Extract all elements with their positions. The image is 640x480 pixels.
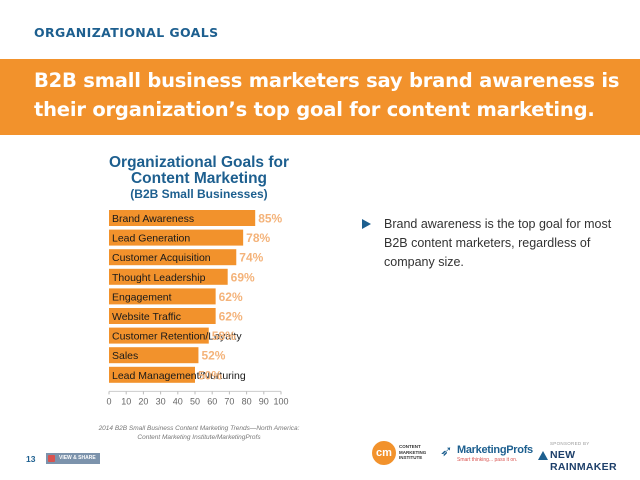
new-rainmaker-logo: SPONSORED BY NEW RAINMAKER <box>534 441 634 473</box>
section-label: ORGANIZATIONAL GOALS <box>34 25 219 40</box>
value-label: 52% <box>201 349 225 363</box>
x-tick-label: 0 <box>106 396 111 406</box>
bullet-arrow-icon <box>362 219 371 229</box>
chart-subtitle: (B2B Small Businesses) <box>130 187 268 201</box>
x-tick-label: 90 <box>259 396 269 406</box>
value-label: 58% <box>212 329 236 343</box>
x-tick-label: 30 <box>156 396 166 406</box>
headline-banner: B2B small business marketers say brand a… <box>0 59 640 135</box>
value-label: 62% <box>219 310 243 324</box>
chart-source: 2014 B2B Small Business Content Marketin… <box>98 425 300 441</box>
x-tick-label: 60 <box>207 396 217 406</box>
x-tick-label: 50 <box>190 396 200 406</box>
bullet-text: Brand awareness is the top goal for most… <box>384 217 612 269</box>
bar <box>109 249 237 266</box>
category-label: Website Traffic <box>112 311 181 323</box>
share-icon <box>48 455 55 462</box>
cmi-logo: cm CONTENT MARKETING INSTITUTE <box>372 441 432 467</box>
value-label: 78% <box>246 231 270 245</box>
bar <box>109 366 195 383</box>
category-label: Customer Retention/Loyalty <box>112 331 242 343</box>
bar <box>109 288 216 305</box>
value-label: 62% <box>219 290 243 304</box>
category-label: Brand Awareness <box>112 213 194 225</box>
view-share-label: VIEW & SHARE <box>59 455 96 461</box>
value-label: 50% <box>198 368 222 382</box>
x-tick-label: 40 <box>173 396 183 406</box>
sponsor-label: SPONSORED BY <box>550 441 590 446</box>
cmi-logo-text: CONTENT MARKETING INSTITUTE <box>399 444 427 460</box>
bar <box>109 327 209 344</box>
x-tick-label: 10 <box>121 396 131 406</box>
x-tick-label: 70 <box>224 396 234 406</box>
marketingprofs-bird-icon: ➶ <box>440 443 453 460</box>
bar <box>109 308 216 324</box>
value-label: 69% <box>231 270 255 284</box>
headline: B2B small business marketers say brand a… <box>34 69 620 121</box>
value-label: 85% <box>258 212 282 226</box>
marketingprofs-name: MarketingProfs <box>457 444 533 456</box>
category-label: Sales <box>112 350 138 362</box>
category-label: Engagement <box>112 291 172 303</box>
sponsor-name: NEW RAINMAKER <box>550 449 617 473</box>
x-tick-label: 100 <box>273 396 288 406</box>
bar <box>109 268 228 285</box>
x-tick-label: 20 <box>138 396 148 406</box>
value-label: 74% <box>239 251 263 265</box>
bar <box>109 347 199 364</box>
page-number: 13 <box>26 454 36 464</box>
bar <box>109 229 244 246</box>
category-label: Lead Generation <box>112 233 190 245</box>
category-label: Lead Management/Nurturing <box>112 370 246 382</box>
category-label: Customer Acquisition <box>112 252 211 264</box>
x-tick-label: 80 <box>242 396 252 406</box>
marketingprofs-tagline: Smart thinking... pass it on. <box>457 457 518 463</box>
chart-title: Organizational Goals for Content Marketi… <box>109 154 289 187</box>
marketingprofs-logo: ➶ MarketingProfs Smart thinking... pass … <box>440 441 533 467</box>
bar <box>109 210 256 226</box>
view-share-button[interactable]: VIEW & SHARE <box>46 453 100 464</box>
category-label: Thought Leadership <box>112 272 206 284</box>
cmi-logo-icon: cm <box>372 441 396 465</box>
rainmaker-icon <box>538 451 548 460</box>
